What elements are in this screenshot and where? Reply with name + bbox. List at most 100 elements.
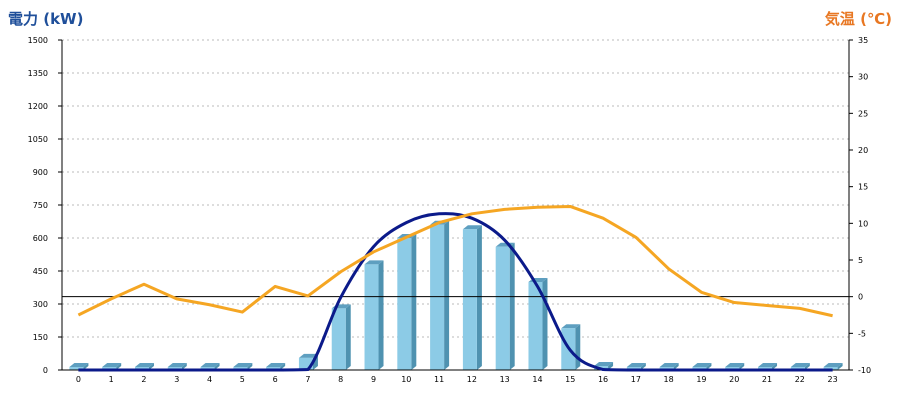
- bar-top: [462, 225, 482, 230]
- right-tick-label: 0: [858, 293, 863, 302]
- x-tick-label: 10: [401, 375, 411, 384]
- bar-side: [739, 363, 745, 370]
- x-tick-label: 5: [240, 375, 245, 384]
- x-tick-label: 23: [828, 375, 838, 384]
- bar-side: [444, 220, 450, 370]
- x-tick-label: 2: [141, 375, 146, 384]
- bar-12: [462, 225, 482, 370]
- x-tick-label: 8: [338, 375, 343, 384]
- bar-side: [181, 363, 187, 370]
- bar-side: [345, 304, 351, 370]
- bar-top: [364, 260, 384, 265]
- left-tick-label: 600: [33, 234, 48, 243]
- bar-top: [266, 363, 286, 367]
- x-tick-label: 21: [762, 375, 772, 384]
- x-tick-label: 9: [371, 375, 376, 384]
- bar-15: [561, 324, 581, 370]
- bar-side: [214, 363, 220, 370]
- bar-top: [69, 363, 89, 367]
- bar-side: [706, 363, 712, 370]
- bar-side: [83, 363, 89, 370]
- left-tick-label: 750: [33, 201, 48, 210]
- bar-top: [823, 363, 843, 367]
- left-tick-label: 900: [33, 168, 48, 177]
- x-tick-label: 6: [273, 375, 278, 384]
- x-tick-label: 13: [500, 375, 510, 384]
- bar-side: [608, 362, 614, 370]
- bar-side: [772, 363, 778, 370]
- bar-top: [233, 363, 253, 367]
- bar-18: [659, 363, 679, 370]
- temperature-line: [77, 204, 833, 318]
- bar-side: [378, 260, 384, 370]
- right-tick-label: 20: [858, 146, 868, 155]
- bar-side: [575, 324, 581, 370]
- bar-side: [280, 363, 286, 370]
- x-tick-label: 16: [598, 375, 608, 384]
- left-tick-label: 300: [33, 300, 48, 309]
- bar-front: [430, 224, 445, 370]
- x-tick-label: 18: [664, 375, 674, 384]
- bar-top: [561, 324, 581, 329]
- x-tick-label: 15: [565, 375, 575, 384]
- right-tick-label: 25: [858, 109, 868, 118]
- bar-front: [495, 246, 510, 370]
- bar-side: [116, 363, 122, 370]
- bar-top: [200, 363, 220, 367]
- left-axis-title: 電力 (kW): [8, 10, 84, 28]
- x-tick-label: 12: [467, 375, 477, 384]
- bar-top: [298, 353, 318, 358]
- right-tick-label: 30: [858, 73, 868, 82]
- bar-9: [364, 260, 384, 370]
- bar-side: [804, 363, 810, 370]
- x-tick-label: 14: [532, 375, 542, 384]
- left-tick-label: 1500: [28, 36, 48, 45]
- right-tick-label: 5: [858, 256, 863, 265]
- x-tick-label: 3: [174, 375, 179, 384]
- x-tick-label: 4: [207, 375, 212, 384]
- bar-side: [673, 363, 679, 370]
- x-tick-label: 1: [109, 375, 114, 384]
- bar-front: [528, 282, 543, 370]
- bar-side: [411, 234, 417, 370]
- bar-top: [626, 363, 646, 367]
- bar-front: [331, 308, 346, 370]
- right-tick-label: -5: [858, 329, 866, 338]
- left-tick-label: 1200: [28, 102, 48, 111]
- x-tick-label: 22: [795, 375, 805, 384]
- bar-top: [102, 363, 122, 367]
- bar-0: [69, 363, 89, 370]
- bar-side: [640, 363, 646, 370]
- bar-10: [397, 234, 417, 370]
- left-tick-label: 1050: [28, 135, 48, 144]
- bar-top: [134, 363, 154, 367]
- left-tick-label: 450: [33, 267, 48, 276]
- x-tick-label: 17: [631, 375, 641, 384]
- right-axis-title: 気温 (℃): [824, 10, 892, 28]
- bar-side: [837, 363, 843, 370]
- bar-front: [69, 367, 84, 370]
- x-tick-label: 7: [305, 375, 310, 384]
- left-tick-label: 150: [33, 333, 48, 342]
- bar-8: [331, 304, 351, 370]
- bar-side: [247, 363, 253, 370]
- bar-11: [430, 220, 450, 370]
- bar-top: [692, 363, 712, 367]
- bar-side: [148, 363, 154, 370]
- bar-top: [790, 363, 810, 367]
- bar-front: [397, 238, 412, 370]
- x-tick-label: 19: [696, 375, 706, 384]
- bar-side: [509, 242, 515, 370]
- bar-top: [725, 363, 745, 367]
- bar-front: [462, 229, 477, 370]
- bar-top: [659, 363, 679, 367]
- right-tick-label: 10: [858, 219, 868, 228]
- bar-front: [659, 367, 674, 370]
- left-tick-label: 0: [43, 366, 48, 375]
- bar-top: [167, 363, 187, 367]
- left-tick-label: 1350: [28, 69, 48, 78]
- x-tick-label: 20: [729, 375, 739, 384]
- right-tick-label: -10: [858, 366, 871, 375]
- right-tick-label: 35: [858, 36, 868, 45]
